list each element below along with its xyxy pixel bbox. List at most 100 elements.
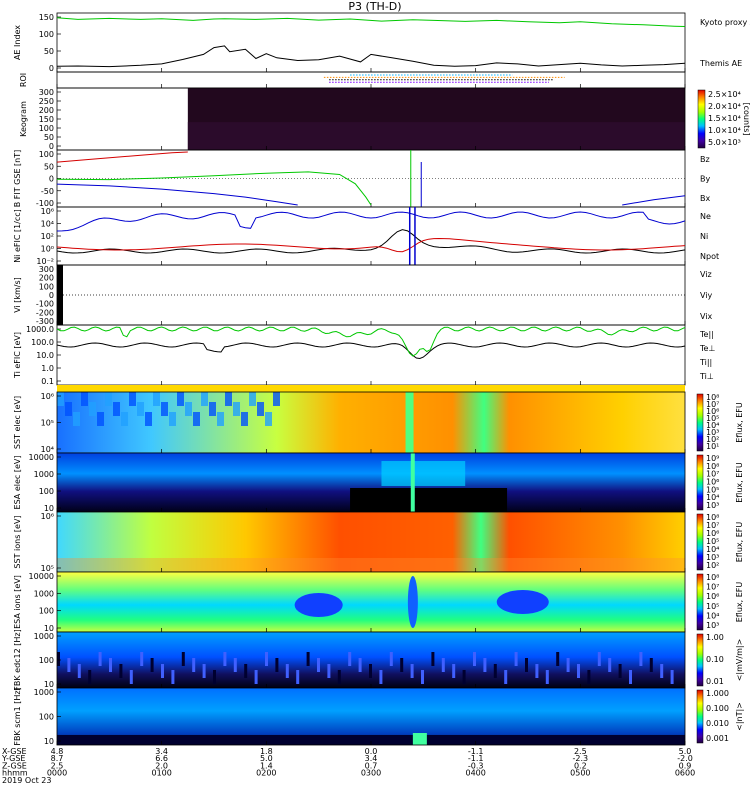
esa_i-colorbar-tick: 10⁴ (706, 611, 719, 620)
velocity-legend-item: Vix (700, 312, 713, 321)
sst-elec-block (161, 402, 168, 416)
esa-ion-blob (294, 593, 343, 617)
bfield-bx-return-line (622, 195, 686, 206)
fbk-elec-streak (629, 670, 632, 684)
esa_e-ytick: 10 (44, 504, 54, 513)
sst-elec-block (201, 392, 208, 406)
fbk-elec-streak (608, 658, 612, 672)
fbk-elec-streak (150, 658, 154, 672)
fbk-elec-streak (57, 652, 60, 666)
fbk-elec-streak (119, 664, 123, 678)
sst-elec-block (73, 412, 80, 426)
esa-elec-band (381, 461, 466, 486)
esa_e-colorbar-tick: 10⁷ (706, 470, 719, 479)
keogram-ytick: 50 (44, 133, 54, 142)
density-legend-item: Npot (700, 252, 719, 261)
keogram-ytick: 300 (39, 88, 54, 97)
esa_e-ytick: 1000 (34, 470, 54, 479)
bfield-ytick: 0 (49, 175, 54, 184)
fbk-elec-streak (504, 670, 508, 684)
fbk-elec-streak (348, 652, 352, 666)
fbk-elec-streak (431, 652, 435, 666)
temperature-ytick: 0.1 (41, 377, 54, 386)
esa-ion-column (407, 576, 418, 628)
fbk-elec-streak (618, 664, 622, 678)
temperature-legend-item: Ti⊥ (699, 372, 714, 381)
fbk-elec-streak (400, 658, 404, 672)
bfield-by-line (56, 171, 372, 206)
sst_i-colorbar-tick: 10⁶ (706, 529, 719, 538)
sst-elec-block (145, 412, 152, 426)
fbk-elec-streak (109, 658, 112, 672)
sst_e-colorbar-tick: 10³ (706, 428, 719, 437)
fbk-elec-streak (244, 664, 248, 678)
fbk-elec-streak (337, 670, 341, 684)
velocity-ylabel: Vi [km/s] (13, 277, 22, 313)
sst-elec-block (65, 402, 72, 416)
sst-elec-block (233, 402, 240, 416)
fbk_e-ytick: 100 (39, 656, 54, 665)
xaxis-tick-label: 0600 (675, 769, 695, 778)
density-ylabel: Ni eFIC [1/cc] (13, 209, 22, 263)
sst_e-colorbar-tick: 10⁴ (706, 421, 719, 430)
esa_e-colorbar (696, 454, 704, 511)
esa_e-ylabel: ESA elec [eV] (13, 456, 22, 510)
sst_e-colorbar-tick: 10⁷ (706, 400, 719, 409)
fbk-elec-streak (233, 658, 237, 672)
xaxis-tick-label: -0.3 (468, 761, 484, 770)
keogram-ytick: 0 (49, 142, 54, 151)
sst-elec-block (97, 412, 104, 426)
sst-elec-block (257, 402, 264, 416)
keogram-ytick: 150 (39, 115, 54, 124)
fbk-elec-streak (265, 652, 268, 666)
fbk_e-spectrogram (57, 632, 685, 688)
velocity-ytick: 100 (39, 282, 54, 291)
sst-elec-block (193, 412, 200, 426)
fbk-elec-streak (98, 652, 102, 666)
keogram-ytick: 200 (39, 106, 54, 115)
plot-title: P3 (TH-D) (348, 0, 402, 13)
temperature-ytick: 100.0 (31, 338, 54, 347)
xaxis-tick-label: 0200 (256, 769, 276, 778)
esa-elec-stripe (410, 453, 415, 512)
sst_i-colorbar-tick: 10⁴ (706, 545, 719, 554)
fbk_b-colorbar-tick: 0.100 (706, 704, 729, 713)
fbk_e-colorbar (696, 633, 704, 687)
esa-ion-blob (496, 590, 549, 614)
xaxis-tick-label: 3.4 (155, 747, 168, 756)
fbk-elec-streak (410, 664, 414, 678)
sst-elec-block (121, 412, 128, 426)
fbk-elec-streak (525, 658, 528, 672)
sst-elec-block (113, 402, 120, 416)
density-ni-line (56, 229, 686, 254)
sst-elec-block (241, 412, 248, 426)
fbk_b-ytick: 1000 (34, 688, 54, 697)
xaxis-tick-label: 5.0 (679, 747, 692, 756)
ae-ytick: 50 (44, 47, 54, 56)
themis-ae-line (56, 45, 686, 68)
temperature-legend-item: Ti|| (699, 358, 712, 367)
keogram-colorbar (697, 89, 706, 149)
keogram-colorbar-unit: [counts] (742, 103, 750, 136)
sst_i-ylabel: SST ions [eV] (13, 515, 22, 568)
fbk-elec-streak (202, 664, 206, 678)
xaxis-tick-label: 0300 (361, 769, 381, 778)
bfield-legend-item: By (700, 175, 710, 184)
temperature-ti-par-line (56, 326, 686, 357)
fbk_e-ytick: 10 (44, 680, 54, 689)
sst-elec-block (185, 402, 192, 416)
esa_i-colorbar (696, 573, 704, 631)
bfield-legend-item: Bz (700, 155, 710, 164)
ae-ytick: 150 (39, 13, 54, 22)
bfield-legend-item: Bx (700, 194, 710, 203)
xaxis-tick-label: 0.2 (574, 761, 587, 770)
xaxis-tick-label: 0.0 (365, 747, 378, 756)
xaxis-tick-label: 8.7 (51, 754, 64, 763)
sst-elec-block (57, 392, 64, 406)
fbk_e-colorbar-tick: 0.01 (706, 677, 724, 686)
velocity-ytick: 300 (39, 265, 54, 274)
fbk-scm-burst (412, 733, 427, 745)
sst_i-spectrogram (57, 512, 685, 572)
sst_i-colorbar-tick: 10³ (706, 553, 719, 562)
fbk-elec-streak (369, 664, 372, 678)
